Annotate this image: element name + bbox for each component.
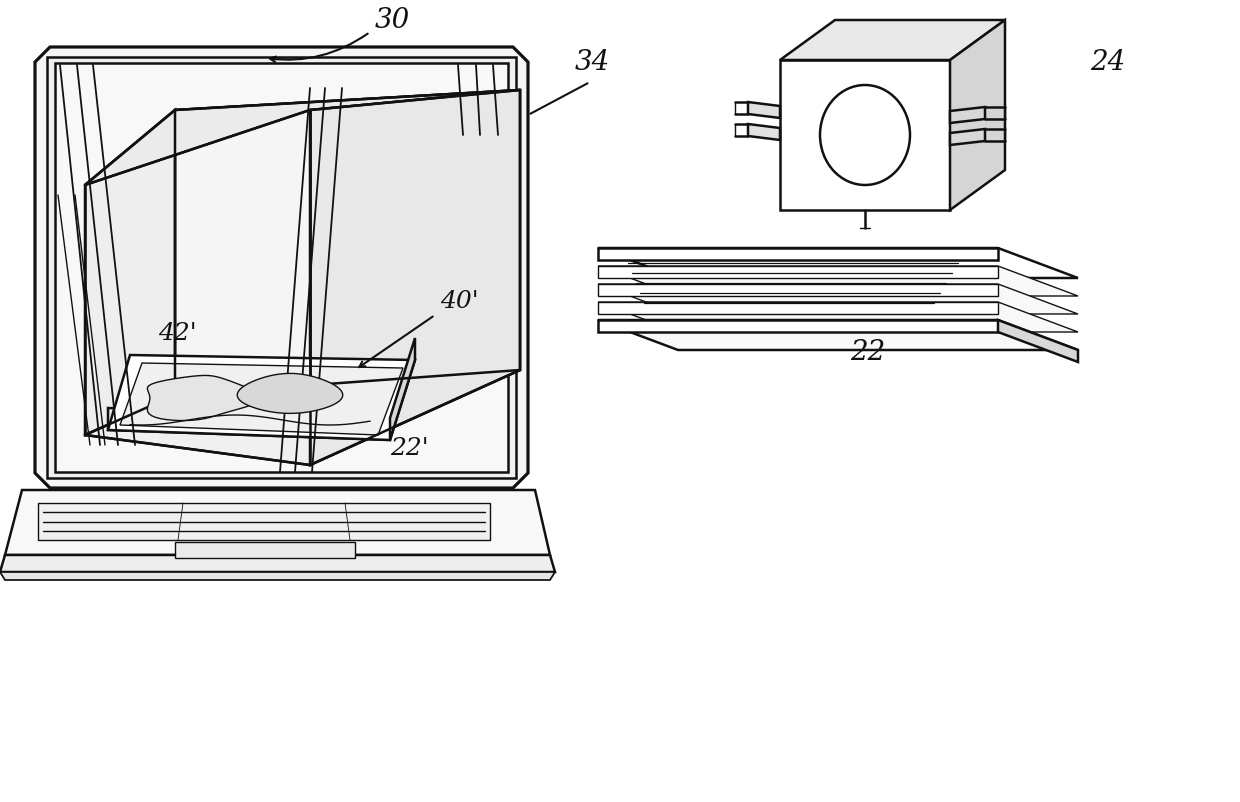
Polygon shape — [598, 320, 1078, 350]
Polygon shape — [598, 266, 1078, 296]
Polygon shape — [35, 47, 528, 488]
Polygon shape — [780, 60, 950, 210]
Polygon shape — [120, 363, 403, 435]
Text: 24: 24 — [1090, 49, 1125, 76]
Polygon shape — [175, 90, 520, 395]
Polygon shape — [0, 555, 556, 572]
Polygon shape — [47, 57, 516, 478]
Polygon shape — [86, 90, 520, 185]
Polygon shape — [950, 20, 1004, 210]
Polygon shape — [148, 375, 260, 420]
Polygon shape — [0, 572, 556, 580]
Polygon shape — [598, 284, 998, 296]
Polygon shape — [310, 90, 520, 465]
Polygon shape — [598, 284, 1078, 314]
Text: 22: 22 — [849, 339, 885, 366]
Polygon shape — [780, 20, 1004, 60]
Polygon shape — [950, 107, 985, 123]
Polygon shape — [108, 408, 391, 440]
Polygon shape — [950, 129, 985, 145]
Polygon shape — [237, 374, 342, 413]
Text: 30: 30 — [374, 7, 410, 34]
Text: 42': 42' — [157, 322, 197, 345]
Polygon shape — [5, 490, 551, 555]
Polygon shape — [748, 102, 780, 118]
Polygon shape — [108, 355, 415, 440]
Polygon shape — [86, 110, 175, 435]
Polygon shape — [598, 248, 998, 260]
Text: 34: 34 — [575, 49, 610, 76]
Polygon shape — [55, 63, 508, 472]
Polygon shape — [598, 302, 1078, 332]
Text: 22': 22' — [391, 437, 429, 460]
Polygon shape — [598, 248, 1078, 278]
Ellipse shape — [820, 85, 910, 185]
Text: 40': 40' — [440, 290, 479, 313]
Polygon shape — [748, 124, 780, 140]
Polygon shape — [598, 302, 998, 314]
Polygon shape — [998, 320, 1078, 362]
Polygon shape — [86, 370, 520, 465]
Polygon shape — [38, 503, 490, 540]
Polygon shape — [391, 338, 415, 440]
Polygon shape — [175, 542, 355, 558]
Polygon shape — [598, 320, 998, 332]
Polygon shape — [598, 266, 998, 278]
